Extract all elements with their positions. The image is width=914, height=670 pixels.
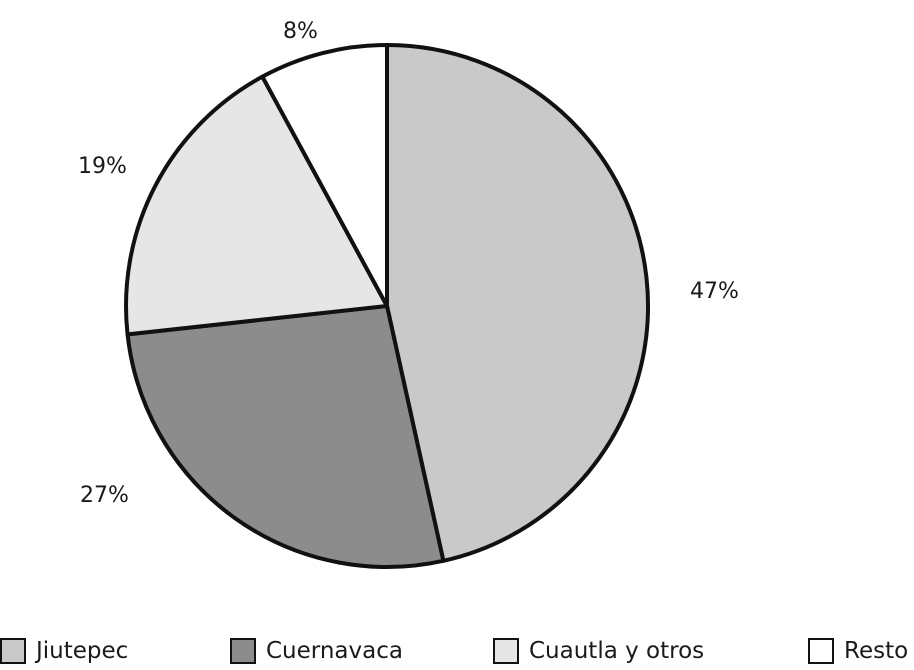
legend-swatch-cuautla bbox=[493, 638, 519, 664]
pie-slice-labels: 47% 27% 19% 8% bbox=[78, 19, 739, 508]
legend-label-resto: Resto bbox=[844, 638, 909, 664]
legend-item-jiutepec: Jiutepec bbox=[0, 632, 128, 670]
slice-label-cuernavaca: 27% bbox=[80, 483, 129, 508]
legend-swatch-cuernavaca bbox=[230, 638, 256, 664]
legend-item-cuernavaca: Cuernavaca bbox=[230, 632, 403, 670]
pie-slice-resto bbox=[260, 43, 389, 308]
pie-slice-cuautla bbox=[124, 74, 389, 337]
slice-label-jiutepec: 47% bbox=[690, 279, 739, 304]
slice-label-resto: 8% bbox=[283, 19, 318, 44]
legend-item-resto: Resto bbox=[808, 632, 908, 670]
legend-item-cuautla: Cuautla y otros bbox=[493, 632, 704, 670]
pie-slices bbox=[124, 43, 650, 569]
pie-slice-jiutepec bbox=[385, 43, 650, 563]
legend-label-jiutepec: Jiutepec bbox=[36, 638, 129, 664]
legend-swatch-jiutepec bbox=[0, 638, 26, 664]
legend: Jiutepec Cuernavaca Cuautla y otros Rest… bbox=[0, 632, 914, 670]
pie-slice-cuernavaca bbox=[125, 304, 446, 569]
slice-label-cuautla: 19% bbox=[78, 154, 127, 179]
legend-swatch-resto bbox=[808, 638, 834, 664]
legend-label-cuernavaca: Cuernavaca bbox=[266, 638, 403, 664]
legend-label-cuautla: Cuautla y otros bbox=[529, 638, 705, 664]
